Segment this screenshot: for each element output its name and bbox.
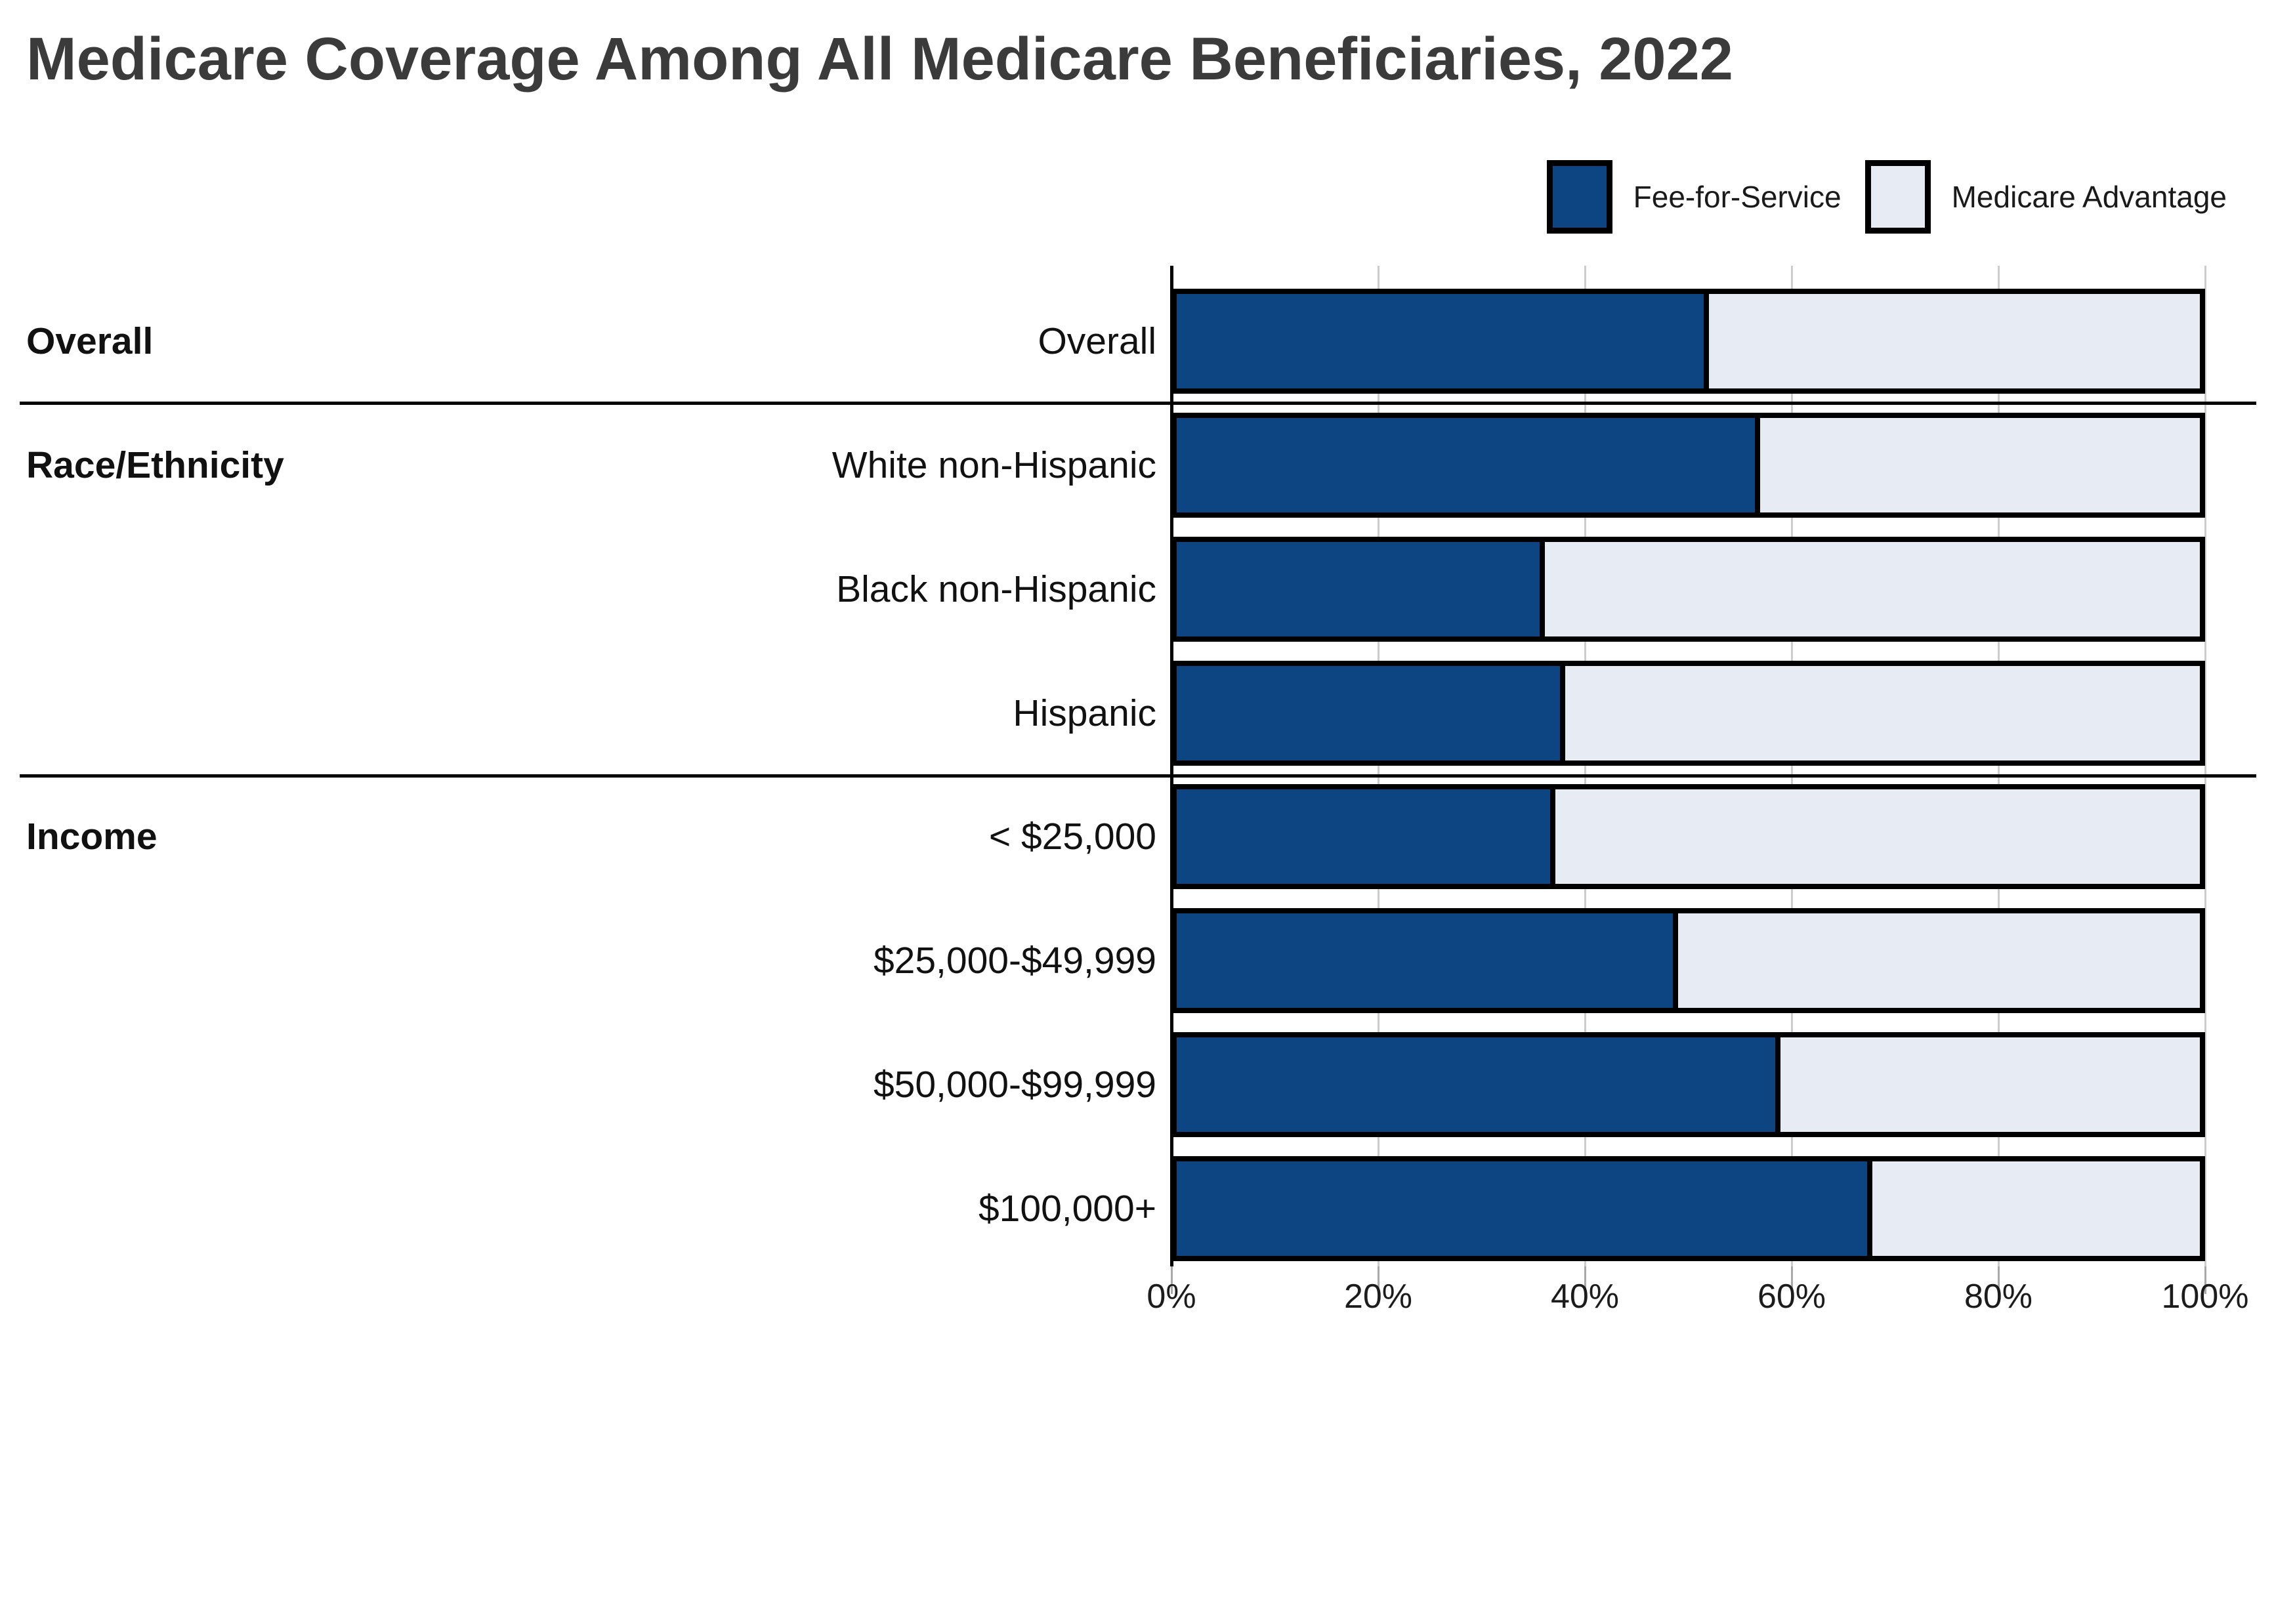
bar-segment-fee-for-service [1177,1161,1873,1256]
legend-swatch-medicare-advantage-icon [1864,160,1931,234]
x-axis-tick [1171,1266,1173,1294]
bar-segment-medicare-advantage [1565,665,2200,760]
bar-row [1171,784,2205,890]
row-label: Hispanic [1013,692,1156,734]
bar-segment-medicare-advantage [1555,789,2200,885]
bar-segment-fee-for-service [1177,417,1760,512]
bar-segment-medicare-advantage [1545,541,2200,636]
bar-segment-fee-for-service [1177,1037,1780,1133]
bar-row [1171,536,2205,642]
section-label: Income [26,816,158,858]
gridline [1998,266,2000,1266]
bar-row [1171,1156,2205,1261]
bar-row [1171,908,2205,1014]
separator-line [20,402,2256,405]
bar-segment-medicare-advantage [1759,417,2200,512]
gridline [2204,266,2206,1266]
x-axis-tick [1584,1266,1586,1294]
x-axis-tick [2204,1266,2206,1294]
row-label: Black non-Hispanic [836,568,1156,610]
bar-segment-fee-for-service [1177,294,1709,388]
bar-segment-fee-for-service [1177,665,1566,760]
gridline [1584,266,1586,1266]
gridline [1791,266,1793,1266]
row-label: White non-Hispanic [832,444,1156,486]
row-label: $100,000+ [978,1187,1156,1230]
row-label: Overall [1038,320,1156,362]
bar-segment-medicare-advantage [1780,1037,2200,1133]
chart-title: Medicare Coverage Among All Medicare Ben… [26,26,1733,93]
row-label: $25,000-$49,999 [873,940,1156,982]
x-tick-label: 80% [1964,1278,2033,1316]
legend-label-medicare-advantage: Medicare Advantage [1951,180,2227,214]
row-label: $50,000-$99,999 [873,1064,1156,1106]
x-tick-label: 20% [1343,1278,1413,1316]
section-label: Race/Ethnicity [26,444,284,486]
legend-item-medicare-advantage: Medicare Advantage [1864,160,2227,234]
bar-segment-medicare-advantage [1677,913,2200,1009]
x-axis-tick [1378,1266,1379,1294]
legend-item-fee-for-service: Fee-for-Service [1546,160,1842,234]
bar-row [1171,1032,2205,1138]
bar-segment-medicare-advantage [1708,294,2200,388]
gridline [1378,266,1379,1266]
bar-row [1171,660,2205,766]
legend: Fee-for-Service Medicare Advantage [1546,160,2227,234]
legend-swatch-fee-for-service-icon [1546,160,1612,234]
bar-row [1171,289,2205,394]
x-tick-label: 0% [1147,1278,1196,1316]
x-tick-label: 60% [1757,1278,1826,1316]
x-tick-label: 100% [2161,1278,2249,1316]
y-axis-line [1170,266,1173,1266]
section-label: Overall [26,320,154,362]
bar-row [1171,412,2205,518]
bar-segment-fee-for-service [1177,541,1546,636]
x-tick-label: 40% [1550,1278,1620,1316]
separator-line [20,774,2256,778]
bar-segment-medicare-advantage [1872,1161,2200,1256]
x-axis-tick [1998,1266,2000,1294]
row-label: < $25,000 [988,816,1156,858]
bar-segment-fee-for-service [1177,913,1678,1009]
x-axis-tick [1791,1266,1793,1294]
bar-segment-fee-for-service [1177,789,1555,885]
legend-label-fee-for-service: Fee-for-Service [1633,180,1842,214]
